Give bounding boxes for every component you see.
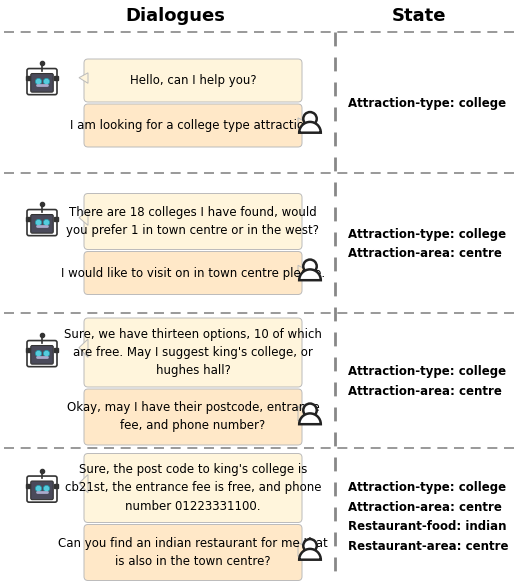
FancyBboxPatch shape — [27, 340, 57, 367]
FancyBboxPatch shape — [27, 476, 57, 502]
Text: Sure, we have thirteen options, 10 of which
are free. May I suggest king's colle: Sure, we have thirteen options, 10 of wh… — [64, 328, 322, 377]
Circle shape — [303, 259, 316, 273]
FancyBboxPatch shape — [31, 74, 53, 92]
Wedge shape — [299, 269, 321, 280]
FancyBboxPatch shape — [27, 68, 57, 95]
Circle shape — [303, 404, 316, 417]
FancyBboxPatch shape — [31, 214, 53, 233]
Circle shape — [303, 539, 316, 552]
FancyBboxPatch shape — [31, 481, 53, 500]
Text: Attraction-type: college
Attraction-area: centre: Attraction-type: college Attraction-area… — [348, 365, 506, 398]
Text: Dialogues: Dialogues — [126, 7, 225, 25]
Text: I would like to visit on in town centre please.: I would like to visit on in town centre … — [61, 266, 325, 280]
Text: Attraction-type: college
Attraction-area: centre: Attraction-type: college Attraction-area… — [348, 228, 506, 260]
FancyBboxPatch shape — [84, 454, 302, 523]
Polygon shape — [298, 542, 307, 557]
FancyBboxPatch shape — [84, 252, 302, 294]
FancyBboxPatch shape — [84, 59, 302, 102]
Polygon shape — [79, 339, 88, 357]
Polygon shape — [298, 265, 307, 276]
FancyBboxPatch shape — [84, 389, 302, 445]
Text: Hello, can I help you?: Hello, can I help you? — [129, 74, 256, 87]
Polygon shape — [298, 118, 307, 128]
Text: Attraction-type: college: Attraction-type: college — [348, 96, 506, 110]
FancyBboxPatch shape — [31, 346, 53, 364]
FancyBboxPatch shape — [84, 104, 302, 147]
Text: State: State — [392, 7, 446, 25]
Text: There are 18 colleges I have found, would
you prefer 1 in town centre or in the : There are 18 colleges I have found, woul… — [67, 206, 320, 237]
Text: Attraction-type: college
Attraction-area: centre
Restaurant-food: indian
Restaur: Attraction-type: college Attraction-area… — [348, 481, 508, 552]
Polygon shape — [79, 211, 88, 225]
Polygon shape — [298, 406, 307, 421]
FancyBboxPatch shape — [84, 193, 302, 249]
Text: Okay, may I have their postcode, entrance
fee, and phone number?: Okay, may I have their postcode, entranc… — [67, 402, 319, 433]
FancyBboxPatch shape — [84, 524, 302, 580]
Text: Sure, the post code to king's college is
cb21st, the entrance fee is free, and p: Sure, the post code to king's college is… — [65, 464, 321, 513]
Polygon shape — [79, 73, 88, 84]
FancyBboxPatch shape — [84, 318, 302, 387]
Wedge shape — [299, 122, 321, 133]
Polygon shape — [79, 475, 88, 493]
Wedge shape — [299, 413, 321, 424]
Circle shape — [303, 112, 316, 126]
Wedge shape — [299, 549, 321, 559]
Text: I am looking for a college type attraction.: I am looking for a college type attracti… — [70, 119, 315, 132]
FancyBboxPatch shape — [27, 210, 57, 236]
Text: Can you find an indian restaurant for me that
is also in the town centre?: Can you find an indian restaurant for me… — [58, 537, 328, 568]
